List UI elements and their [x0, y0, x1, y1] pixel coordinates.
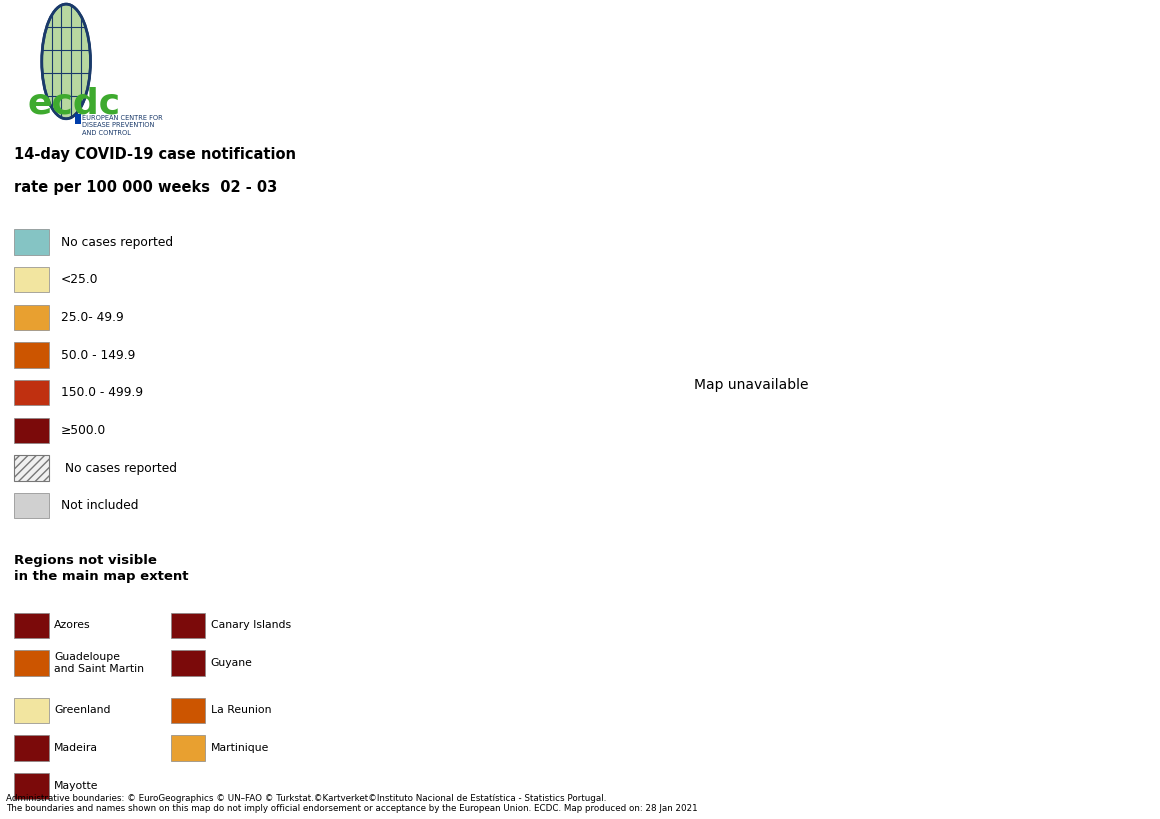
Text: Azores: Azores: [53, 620, 90, 631]
Text: Map unavailable: Map unavailable: [694, 378, 809, 392]
Text: Regions not visible
in the main map extent: Regions not visible in the main map exte…: [14, 554, 188, 583]
Bar: [171, 613, 205, 638]
Bar: [171, 650, 205, 676]
Bar: [14, 455, 49, 481]
Bar: [14, 613, 49, 638]
Bar: [14, 418, 49, 443]
Bar: [14, 267, 49, 292]
Text: Madeira: Madeira: [53, 743, 97, 753]
Text: Not included: Not included: [60, 500, 138, 512]
Bar: [74, 114, 81, 124]
Text: Greenland: Greenland: [53, 705, 110, 716]
Text: Administrative boundaries: © EuroGeographics © UN–FAO © Turkstat.©Kartverket©Ins: Administrative boundaries: © EuroGeograp…: [6, 794, 607, 803]
Text: Canary Islands: Canary Islands: [211, 620, 291, 631]
Text: <25.0: <25.0: [60, 274, 99, 286]
Text: 150.0 - 499.9: 150.0 - 499.9: [60, 387, 143, 399]
Text: 14-day COVID-19 case notification: 14-day COVID-19 case notification: [14, 147, 296, 162]
Bar: [14, 342, 49, 368]
Text: The boundaries and names shown on this map do not imply official endorsement or : The boundaries and names shown on this m…: [6, 803, 697, 812]
Text: 25.0- 49.9: 25.0- 49.9: [60, 311, 124, 324]
Bar: [14, 305, 49, 330]
Bar: [14, 229, 49, 255]
Text: La Reunion: La Reunion: [211, 705, 271, 716]
Bar: [14, 773, 49, 799]
Text: 50.0 - 149.9: 50.0 - 149.9: [60, 349, 136, 361]
Text: ecdc: ecdc: [28, 86, 121, 120]
Bar: [14, 698, 49, 723]
Circle shape: [42, 4, 90, 119]
Text: ≥500.0: ≥500.0: [60, 424, 107, 437]
Bar: [171, 698, 205, 723]
Text: No cases reported: No cases reported: [60, 236, 173, 248]
Bar: [171, 735, 205, 761]
Bar: [14, 380, 49, 405]
Bar: [14, 650, 49, 676]
Text: rate per 100 000 weeks  02 - 03: rate per 100 000 weeks 02 - 03: [14, 180, 277, 195]
Text: No cases reported: No cases reported: [60, 462, 176, 474]
Bar: [14, 735, 49, 761]
Text: Martinique: Martinique: [211, 743, 269, 753]
Bar: [14, 493, 49, 518]
Text: Guadeloupe
and Saint Martin: Guadeloupe and Saint Martin: [53, 652, 144, 674]
Text: Guyane: Guyane: [211, 658, 253, 668]
Text: EUROPEAN CENTRE FOR
DISEASE PREVENTION
AND CONTROL: EUROPEAN CENTRE FOR DISEASE PREVENTION A…: [82, 115, 164, 136]
Text: Mayotte: Mayotte: [53, 781, 99, 791]
